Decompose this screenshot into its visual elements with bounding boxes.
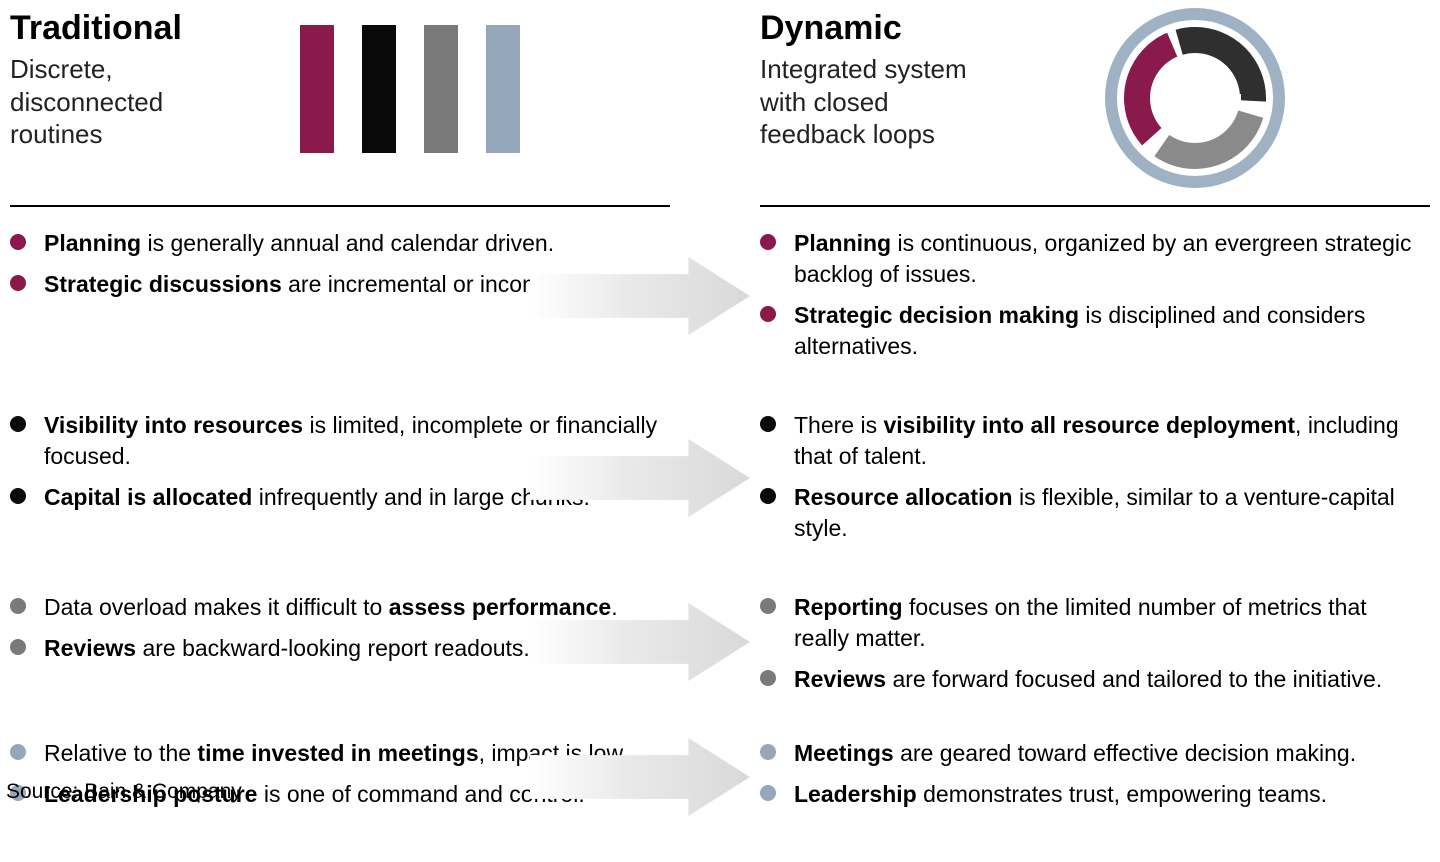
group: Meetings are geared toward effective dec… bbox=[760, 738, 1420, 828]
list-item-text: Resource allocation is flexible, similar… bbox=[794, 482, 1420, 544]
traditional-bars-graphic bbox=[300, 25, 520, 153]
list-item-text: Strategic discussions are incremental or… bbox=[44, 269, 612, 300]
bullet-dot bbox=[760, 416, 776, 432]
list-item-text: Reviews are forward focused and tailored… bbox=[794, 664, 1382, 695]
list-item-text: Reviews are backward-looking report read… bbox=[44, 633, 530, 664]
bar bbox=[486, 25, 520, 153]
list-item: Strategic decision making is disciplined… bbox=[760, 300, 1420, 362]
bullet-dot bbox=[760, 785, 776, 801]
list-item-text: Reporting focuses on the limited number … bbox=[794, 592, 1420, 654]
dynamic-wheel-graphic bbox=[1105, 8, 1285, 188]
list-item: There is visibility into all resource de… bbox=[760, 410, 1420, 472]
arrow-icon bbox=[530, 228, 750, 410]
list-item: Reporting focuses on the limited number … bbox=[760, 592, 1420, 654]
list-item-text: Planning is continuous, organized by an … bbox=[794, 228, 1420, 290]
group: Planning is continuous, organized by an … bbox=[760, 228, 1420, 376]
group: There is visibility into all resource de… bbox=[760, 410, 1420, 558]
arrow-icon bbox=[530, 410, 750, 592]
divider-left bbox=[10, 205, 670, 207]
arrow-icon bbox=[530, 738, 750, 862]
arrows-column bbox=[530, 228, 750, 862]
bullet-dot bbox=[760, 488, 776, 504]
bullet-dot bbox=[10, 234, 26, 250]
list-item: Resource allocation is flexible, similar… bbox=[760, 482, 1420, 544]
list-item-text: Leadership demonstrates trust, empowerin… bbox=[794, 779, 1327, 810]
list-item: Meetings are geared toward effective dec… bbox=[760, 738, 1420, 769]
bullet-dot bbox=[760, 234, 776, 250]
dynamic-subtitle: Integrated systemwith closedfeedback loo… bbox=[760, 53, 1420, 151]
list-item-text: Strategic decision making is disciplined… bbox=[794, 300, 1420, 362]
bar bbox=[424, 25, 458, 153]
list-item: Planning is continuous, organized by an … bbox=[760, 228, 1420, 290]
dynamic-header: Dynamic Integrated systemwith closedfeed… bbox=[760, 10, 1420, 151]
list-item-text: Meetings are geared toward effective dec… bbox=[794, 738, 1356, 769]
bar bbox=[300, 25, 334, 153]
arrow-icon bbox=[530, 592, 750, 738]
list-item: Reviews are forward focused and tailored… bbox=[760, 664, 1420, 695]
bar bbox=[362, 25, 396, 153]
bullet-dot bbox=[10, 744, 26, 760]
bullet-dot bbox=[760, 744, 776, 760]
bullet-dot bbox=[10, 488, 26, 504]
bullet-dot bbox=[760, 598, 776, 614]
bullet-dot bbox=[10, 639, 26, 655]
list-item-text: Capital is allocated infrequently and in… bbox=[44, 482, 590, 513]
bullet-dot bbox=[10, 416, 26, 432]
bullet-dot bbox=[760, 306, 776, 322]
dynamic-title: Dynamic bbox=[760, 10, 1420, 47]
bullet-dot bbox=[10, 598, 26, 614]
list-item-text: There is visibility into all resource de… bbox=[794, 410, 1420, 472]
source-text: Source: Bain & Company bbox=[6, 780, 242, 804]
dynamic-list: Planning is continuous, organized by an … bbox=[760, 228, 1420, 862]
list-item: Leadership demonstrates trust, empowerin… bbox=[760, 779, 1420, 810]
bullet-dot bbox=[760, 670, 776, 686]
group: Reporting focuses on the limited number … bbox=[760, 592, 1420, 704]
list-item-text: Planning is generally annual and calenda… bbox=[44, 228, 554, 259]
infographic: Traditional Discrete,disconnectedroutine… bbox=[0, 0, 1440, 810]
divider-right bbox=[760, 205, 1430, 207]
bullet-dot bbox=[10, 275, 26, 291]
